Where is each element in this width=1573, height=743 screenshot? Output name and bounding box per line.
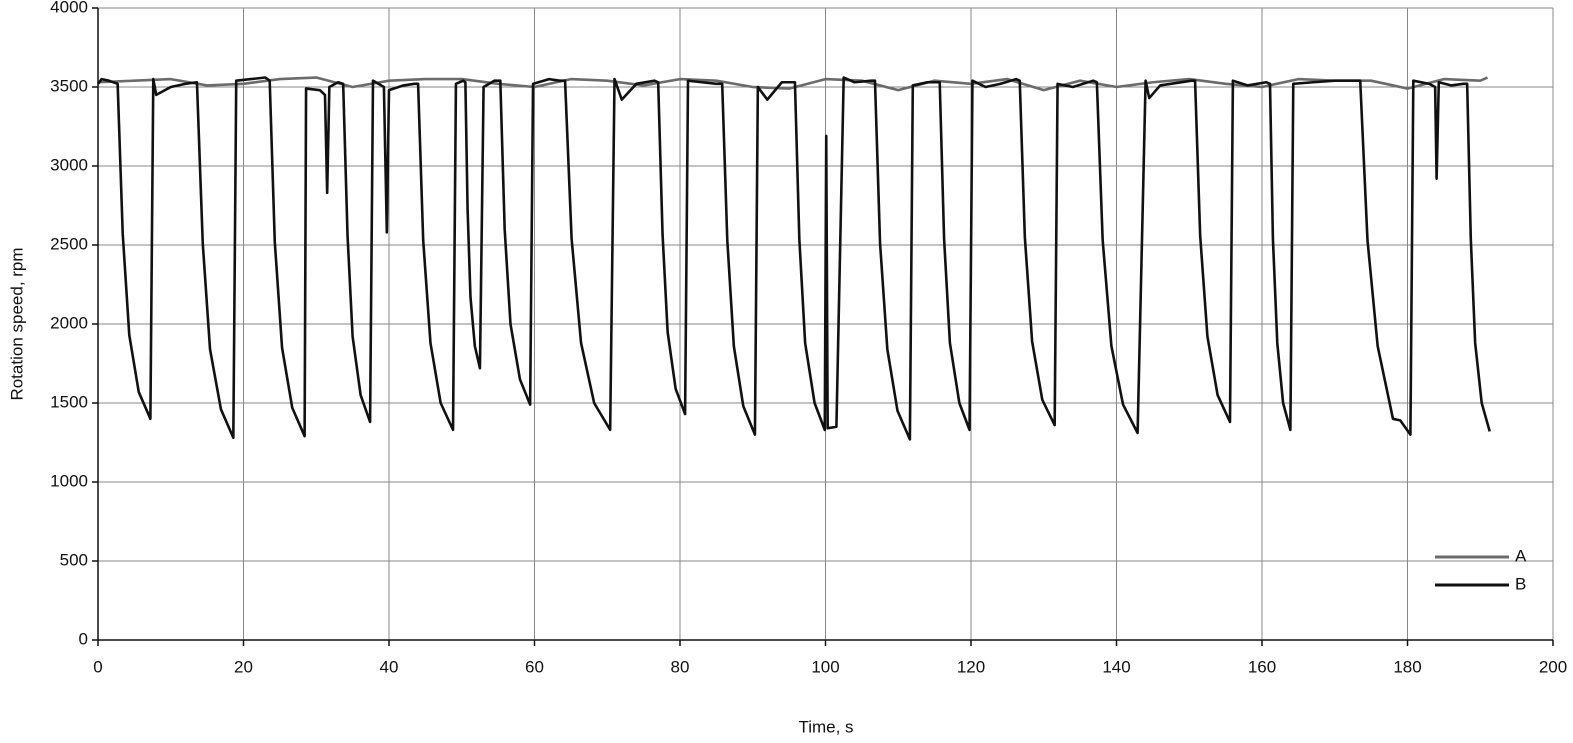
x-tick-label: 20 (234, 657, 253, 676)
x-tick-label: 200 (1539, 657, 1567, 676)
y-tick-label: 4000 (50, 0, 88, 16)
y-tick-label: 1500 (50, 392, 88, 411)
x-tick-label: 160 (1248, 657, 1276, 676)
legend-label: A (1515, 546, 1527, 565)
x-tick-label: 80 (671, 657, 690, 676)
x-tick-label: 40 (380, 657, 399, 676)
x-tick-label: 180 (1393, 657, 1421, 676)
y-tick-label: 2500 (50, 234, 88, 253)
line-series (97, 76, 1489, 92)
x-tick-label: 140 (1102, 657, 1130, 676)
x-tick-label: 60 (525, 657, 544, 676)
y-tick-label: 3500 (50, 76, 88, 95)
y-tick-label: 3000 (50, 155, 88, 174)
x-tick-label: 120 (957, 657, 985, 676)
y-tick-label: 2000 (50, 313, 88, 332)
y-tick-label: 0 (79, 629, 88, 648)
y-tick-label: 1000 (50, 471, 88, 490)
y-tick-label: 500 (60, 550, 88, 569)
x-tick-label: 100 (811, 657, 839, 676)
x-tick-label: 0 (93, 657, 102, 676)
line-series (96, 76, 1491, 441)
legend-label: B (1515, 574, 1526, 593)
y-axis-label: Rotation speed, rpm (7, 247, 26, 400)
x-axis-label: Time, s (798, 717, 853, 736)
